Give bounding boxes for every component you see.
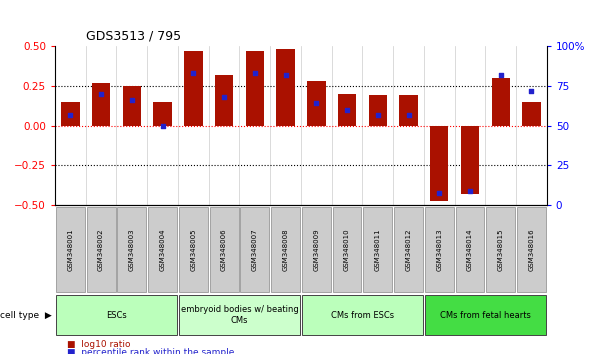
Bar xyxy=(184,51,203,126)
Text: GSM348014: GSM348014 xyxy=(467,228,473,271)
Point xyxy=(250,70,260,76)
Point xyxy=(496,72,506,78)
Point xyxy=(280,72,290,78)
Text: cell type  ▶: cell type ▶ xyxy=(0,310,52,320)
Text: GSM348010: GSM348010 xyxy=(344,228,350,271)
Text: GSM348005: GSM348005 xyxy=(190,228,196,271)
FancyBboxPatch shape xyxy=(56,207,85,292)
Text: GSM348015: GSM348015 xyxy=(498,228,503,271)
Bar xyxy=(123,86,141,126)
Text: GSM348003: GSM348003 xyxy=(129,228,135,271)
FancyBboxPatch shape xyxy=(486,207,515,292)
FancyBboxPatch shape xyxy=(148,207,177,292)
Text: ■  log10 ratio: ■ log10 ratio xyxy=(67,339,131,349)
FancyBboxPatch shape xyxy=(517,207,546,292)
Point xyxy=(404,112,414,118)
Point xyxy=(188,70,198,76)
Bar xyxy=(215,75,233,126)
Bar xyxy=(246,51,264,126)
FancyBboxPatch shape xyxy=(302,295,423,336)
FancyBboxPatch shape xyxy=(394,207,423,292)
Point xyxy=(65,112,75,118)
FancyBboxPatch shape xyxy=(271,207,300,292)
FancyBboxPatch shape xyxy=(240,207,269,292)
Point xyxy=(219,94,229,100)
Text: GSM348006: GSM348006 xyxy=(221,228,227,271)
FancyBboxPatch shape xyxy=(364,207,392,292)
Bar xyxy=(153,102,172,126)
FancyBboxPatch shape xyxy=(425,295,546,336)
Text: GSM348007: GSM348007 xyxy=(252,228,258,271)
Bar xyxy=(522,102,541,126)
Text: GSM348004: GSM348004 xyxy=(159,228,166,271)
Text: GSM348008: GSM348008 xyxy=(282,228,288,271)
Bar xyxy=(92,82,111,126)
FancyBboxPatch shape xyxy=(302,207,331,292)
Text: ESCs: ESCs xyxy=(106,310,127,320)
Text: GSM348001: GSM348001 xyxy=(67,228,73,271)
Bar xyxy=(368,95,387,126)
FancyBboxPatch shape xyxy=(332,207,362,292)
Bar xyxy=(400,95,418,126)
Point xyxy=(127,97,137,103)
Point xyxy=(373,112,382,118)
FancyBboxPatch shape xyxy=(456,207,485,292)
Point xyxy=(312,101,321,106)
Point xyxy=(158,123,167,129)
FancyBboxPatch shape xyxy=(117,207,146,292)
FancyBboxPatch shape xyxy=(87,207,115,292)
Text: GSM348012: GSM348012 xyxy=(406,228,412,271)
Text: embryoid bodies w/ beating
CMs: embryoid bodies w/ beating CMs xyxy=(181,306,298,325)
Bar xyxy=(338,94,356,126)
Text: GSM348016: GSM348016 xyxy=(529,228,535,271)
Bar xyxy=(307,81,326,126)
FancyBboxPatch shape xyxy=(56,295,177,336)
Text: GSM348002: GSM348002 xyxy=(98,228,104,271)
Text: GSM348009: GSM348009 xyxy=(313,228,320,271)
Text: CMs from fetal hearts: CMs from fetal hearts xyxy=(440,310,531,320)
Bar xyxy=(461,126,479,194)
Bar xyxy=(491,78,510,126)
Text: GSM348011: GSM348011 xyxy=(375,228,381,271)
Bar xyxy=(276,49,295,126)
Text: GSM348013: GSM348013 xyxy=(436,228,442,271)
Text: ■  percentile rank within the sample: ■ percentile rank within the sample xyxy=(67,348,235,354)
Point xyxy=(434,190,444,195)
Point xyxy=(342,107,352,113)
Bar xyxy=(430,126,448,200)
Point xyxy=(465,188,475,194)
FancyBboxPatch shape xyxy=(425,207,454,292)
FancyBboxPatch shape xyxy=(179,295,300,336)
Text: GDS3513 / 795: GDS3513 / 795 xyxy=(86,29,181,42)
FancyBboxPatch shape xyxy=(210,207,238,292)
Point xyxy=(96,91,106,97)
Point xyxy=(527,88,536,93)
FancyBboxPatch shape xyxy=(179,207,208,292)
Bar xyxy=(61,102,79,126)
Text: CMs from ESCs: CMs from ESCs xyxy=(331,310,394,320)
